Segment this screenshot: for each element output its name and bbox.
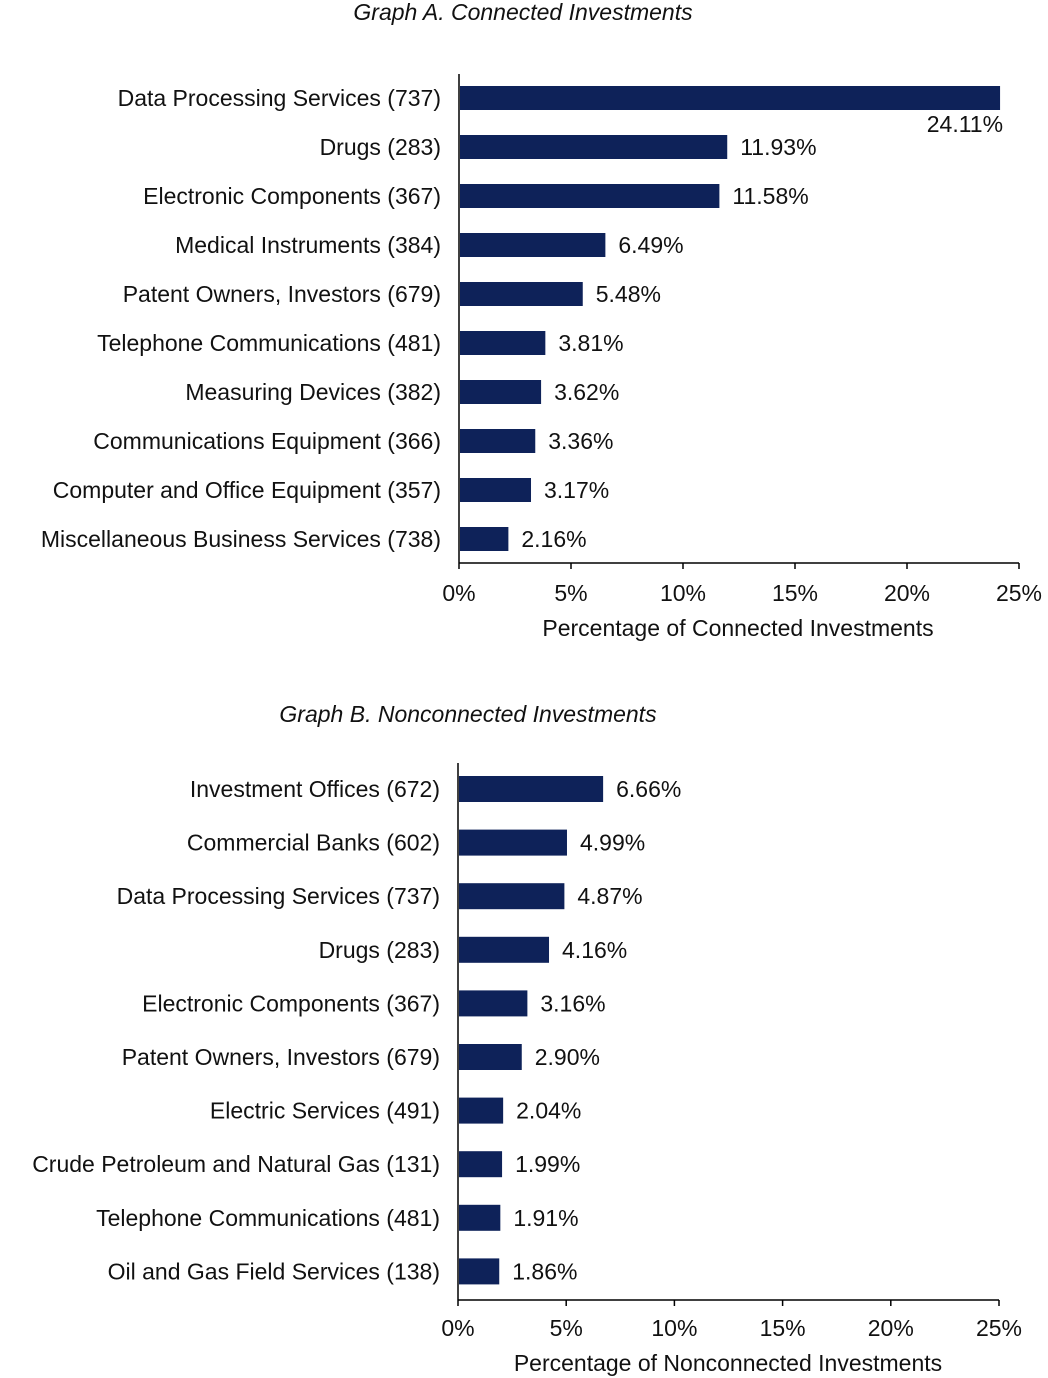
bar [459, 1151, 503, 1178]
x-tick-label: 20% [868, 1315, 914, 1341]
value-label: 4.87% [577, 883, 642, 909]
bar [460, 233, 606, 257]
value-label: 24.11% [927, 111, 1003, 137]
category-label: Electronic Components (367) [142, 990, 440, 1016]
value-label: 1.86% [512, 1258, 577, 1284]
bar [459, 776, 604, 802]
bar [460, 527, 509, 551]
value-label: 11.93% [740, 134, 816, 160]
bar [460, 478, 532, 502]
category-label: Data Processing Services (737) [118, 85, 441, 111]
bar [459, 1258, 500, 1285]
x-tick-label: 5% [554, 580, 587, 606]
category-label: Investment Offices (672) [190, 776, 440, 802]
category-label: Drugs (283) [319, 937, 440, 963]
bar [460, 429, 536, 453]
x-tick-label: 5% [550, 1315, 583, 1341]
category-label: Oil and Gas Field Services (138) [108, 1258, 440, 1284]
value-label: 2.90% [535, 1044, 600, 1070]
x-tick-label: 10% [660, 580, 706, 606]
category-label: Communications Equipment (366) [93, 428, 441, 454]
value-label: 5.48% [596, 281, 661, 307]
value-label: 6.49% [618, 232, 683, 258]
category-label: Drugs (283) [320, 134, 441, 160]
bar [459, 883, 565, 910]
x-tick-label: 0% [442, 580, 475, 606]
category-label: Miscellaneous Business Services (738) [41, 526, 441, 552]
value-label: 3.17% [544, 477, 609, 503]
bar [459, 936, 550, 963]
value-label: 2.04% [516, 1098, 581, 1124]
x-tick-label: 10% [651, 1315, 697, 1341]
value-label: 6.66% [616, 776, 681, 802]
x-tick-label: 15% [760, 1315, 806, 1341]
value-label: 3.16% [540, 990, 605, 1016]
bar [460, 331, 546, 355]
value-label: 4.99% [580, 830, 645, 856]
x-tick-label: 25% [996, 580, 1042, 606]
category-label: Telephone Communications (481) [97, 330, 441, 356]
bar [459, 1204, 501, 1231]
chart-b-nonconnected: Graph B. Nonconnected Investments Percen… [32, 701, 1022, 1376]
value-label: 3.81% [558, 330, 623, 356]
bar [459, 829, 567, 856]
bar [459, 1044, 522, 1070]
chart-a-connected: Graph A. Connected Investments Percentag… [41, 0, 1042, 641]
bar [459, 990, 528, 1017]
value-label: 3.62% [554, 379, 619, 405]
category-label: Data Processing Services (737) [117, 883, 440, 909]
x-tick-label: 25% [976, 1315, 1022, 1341]
x-tick-label: 20% [884, 580, 930, 606]
bar [460, 184, 720, 208]
bar [459, 1097, 504, 1124]
category-label: Computer and Office Equipment (357) [53, 477, 441, 503]
chart-b-xlabel: Percentage of Nonconnected Investments [514, 1350, 942, 1376]
value-label: 2.16% [521, 526, 586, 552]
value-label: 3.36% [548, 428, 613, 454]
value-label: 1.91% [513, 1205, 578, 1231]
bar [460, 380, 542, 404]
x-tick-label: 0% [441, 1315, 474, 1341]
chart-a-title: Graph A. Connected Investments [353, 0, 693, 25]
value-label: 4.16% [562, 937, 627, 963]
category-label: Telephone Communications (481) [96, 1205, 440, 1231]
chart-a-xlabel: Percentage of Connected Investments [542, 615, 933, 641]
bar [460, 135, 728, 159]
category-label: Electric Services (491) [210, 1098, 440, 1124]
category-label: Crude Petroleum and Natural Gas (131) [32, 1151, 440, 1177]
category-label: Measuring Devices (382) [185, 379, 441, 405]
x-tick-label: 15% [772, 580, 818, 606]
category-label: Patent Owners, Investors (679) [123, 281, 441, 307]
value-label: 11.58% [732, 183, 808, 209]
value-label: 1.99% [515, 1151, 580, 1177]
category-label: Medical Instruments (384) [175, 232, 441, 258]
bar [460, 282, 583, 306]
category-label: Commercial Banks (602) [187, 830, 440, 856]
chart-b-title: Graph B. Nonconnected Investments [279, 701, 657, 727]
category-label: Electronic Components (367) [143, 183, 441, 209]
bar [460, 86, 1001, 110]
category-label: Patent Owners, Investors (679) [122, 1044, 440, 1070]
